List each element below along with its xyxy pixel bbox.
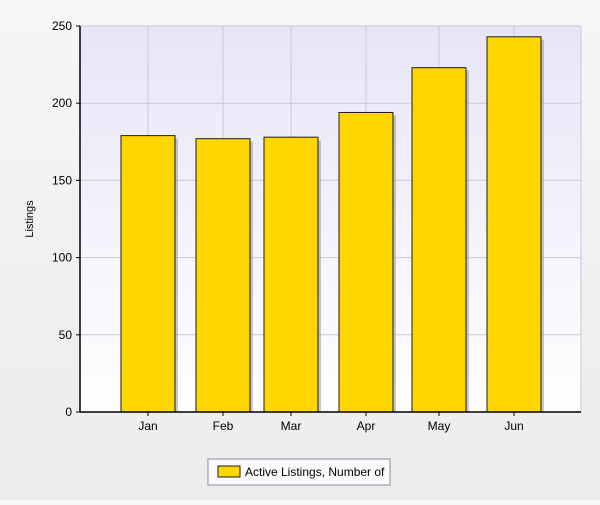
x-tick-label: Jan (138, 419, 157, 433)
bar-may (411, 67, 467, 413)
bars (120, 36, 542, 413)
legend-label: Active Listings, Number of (245, 465, 385, 479)
x-tick-label: Jun (504, 419, 523, 433)
bar-jan (120, 135, 176, 413)
x-tick-label: Mar (281, 419, 302, 433)
y-tick-label: 0 (65, 405, 72, 419)
legend-swatch (217, 465, 241, 478)
y-axis-label: Listings (24, 200, 36, 238)
tick-labels: 0 50 100 150 200 250 Jan Feb Mar Apr May Jun (52, 19, 524, 433)
y-tick-label: 250 (52, 19, 72, 33)
y-tick-label: 150 (52, 173, 72, 187)
y-tick-label: 200 (52, 96, 72, 110)
x-tick-label: May (428, 419, 451, 433)
y-tick-label: 50 (59, 328, 73, 342)
bar-apr (338, 111, 394, 413)
y-tick-label: 100 (52, 251, 72, 265)
x-tick-label: Feb (213, 419, 234, 433)
x-tick-label: Apr (357, 419, 376, 433)
axes (76, 25, 581, 416)
bar-mar (263, 136, 319, 413)
legend: Active Listings, Number of (207, 458, 391, 486)
bar-feb (195, 138, 251, 413)
bar-jun (486, 36, 542, 413)
